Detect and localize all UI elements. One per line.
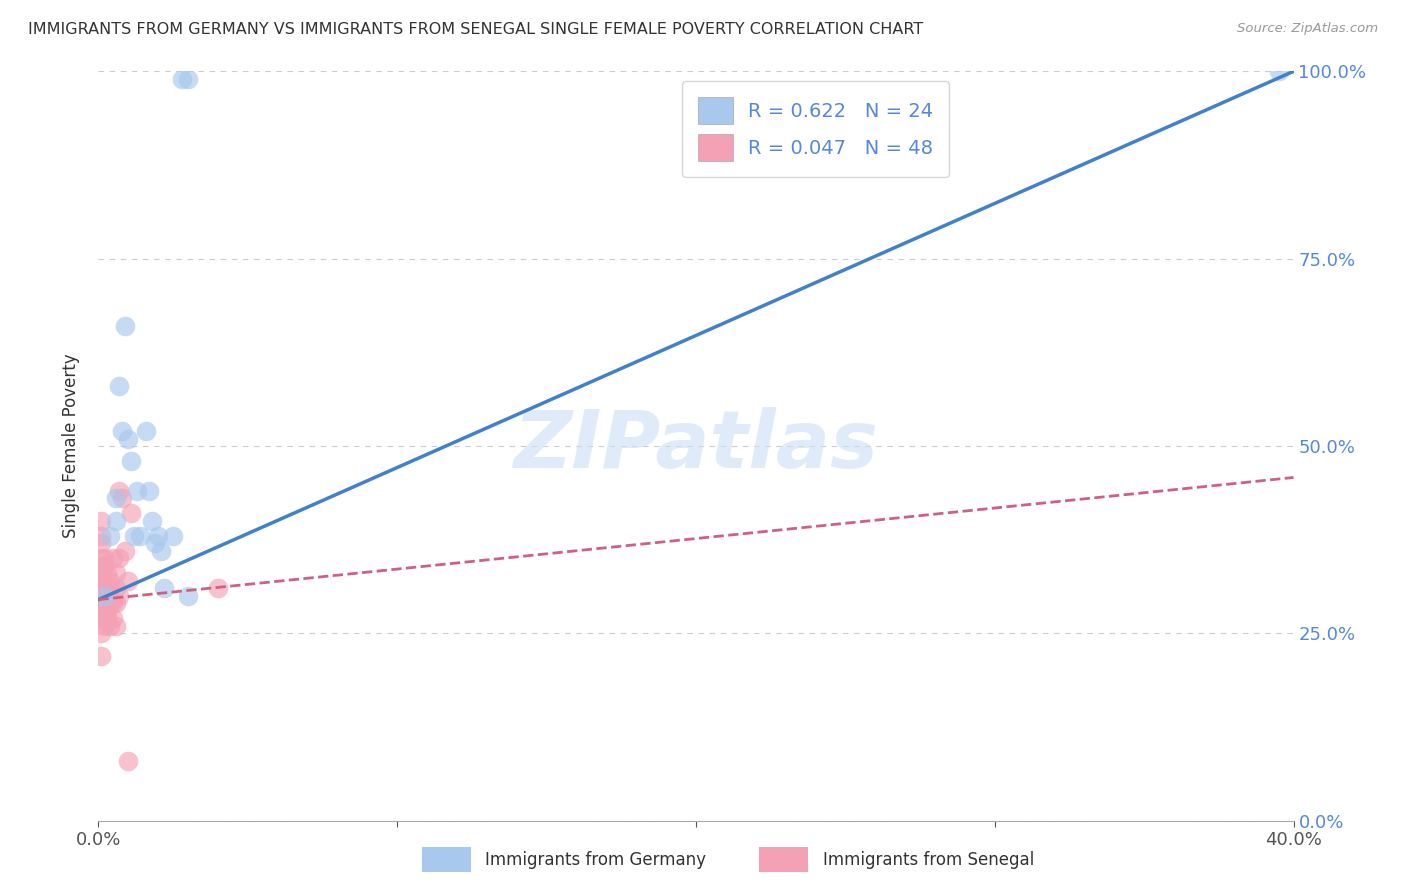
Point — [100, 582, 122, 596]
Point — [105, 596, 128, 610]
Point — [129, 529, 152, 543]
Point — [96, 589, 118, 603]
Point — [108, 589, 131, 603]
Text: Immigrants from Germany: Immigrants from Germany — [485, 851, 706, 869]
Point — [93, 619, 115, 633]
Point — [120, 454, 142, 468]
Point — [108, 483, 131, 498]
Point — [108, 379, 131, 393]
Point — [117, 754, 139, 768]
Point — [108, 551, 131, 566]
Point — [100, 596, 122, 610]
Point — [120, 507, 142, 521]
Point — [93, 611, 115, 625]
Point — [90, 536, 112, 550]
Point — [105, 566, 128, 581]
Point — [111, 424, 134, 438]
Point — [141, 514, 163, 528]
Point — [93, 574, 115, 588]
Point — [114, 319, 136, 334]
Point — [93, 551, 115, 566]
Point — [207, 582, 229, 596]
Point — [177, 589, 200, 603]
Point — [96, 582, 118, 596]
Point — [90, 558, 112, 573]
Point — [124, 529, 146, 543]
Point — [105, 514, 128, 528]
Y-axis label: Single Female Poverty: Single Female Poverty — [62, 354, 80, 538]
Point — [103, 596, 125, 610]
Point — [138, 483, 160, 498]
Point — [100, 574, 122, 588]
Point — [148, 529, 170, 543]
Point — [127, 483, 149, 498]
Point — [96, 604, 118, 618]
Point — [172, 71, 194, 86]
Point — [117, 574, 139, 588]
Point — [93, 589, 115, 603]
Point — [105, 619, 128, 633]
Point — [90, 611, 112, 625]
Text: Immigrants from Senegal: Immigrants from Senegal — [823, 851, 1033, 869]
Point — [103, 611, 125, 625]
Point — [90, 596, 112, 610]
Point — [93, 558, 115, 573]
Point — [90, 626, 112, 640]
Point — [1267, 64, 1289, 78]
Point — [100, 529, 122, 543]
Text: ZIPatlas: ZIPatlas — [513, 407, 879, 485]
Point — [90, 648, 112, 663]
Point — [90, 604, 112, 618]
Point — [90, 582, 112, 596]
Point — [93, 596, 115, 610]
Point — [103, 551, 125, 566]
Point — [90, 514, 112, 528]
Point — [93, 589, 115, 603]
Legend: R = 0.622   N = 24, R = 0.047   N = 48: R = 0.622 N = 24, R = 0.047 N = 48 — [682, 81, 949, 177]
Point — [96, 611, 118, 625]
Text: Source: ZipAtlas.com: Source: ZipAtlas.com — [1237, 22, 1378, 36]
Point — [114, 544, 136, 558]
Point — [90, 589, 112, 603]
Point — [153, 582, 176, 596]
Point — [143, 536, 166, 550]
Point — [111, 491, 134, 506]
Text: IMMIGRANTS FROM GERMANY VS IMMIGRANTS FROM SENEGAL SINGLE FEMALE POVERTY CORRELA: IMMIGRANTS FROM GERMANY VS IMMIGRANTS FR… — [28, 22, 924, 37]
Point — [100, 619, 122, 633]
Point — [93, 582, 115, 596]
Point — [105, 491, 128, 506]
Point — [150, 544, 173, 558]
Point — [90, 574, 112, 588]
Point — [90, 529, 112, 543]
Point — [117, 432, 139, 446]
Point — [105, 582, 128, 596]
Point — [93, 604, 115, 618]
Point — [96, 566, 118, 581]
Point — [177, 71, 200, 86]
Point — [90, 551, 112, 566]
Point — [90, 566, 112, 581]
Point — [162, 529, 184, 543]
Point — [135, 424, 157, 438]
